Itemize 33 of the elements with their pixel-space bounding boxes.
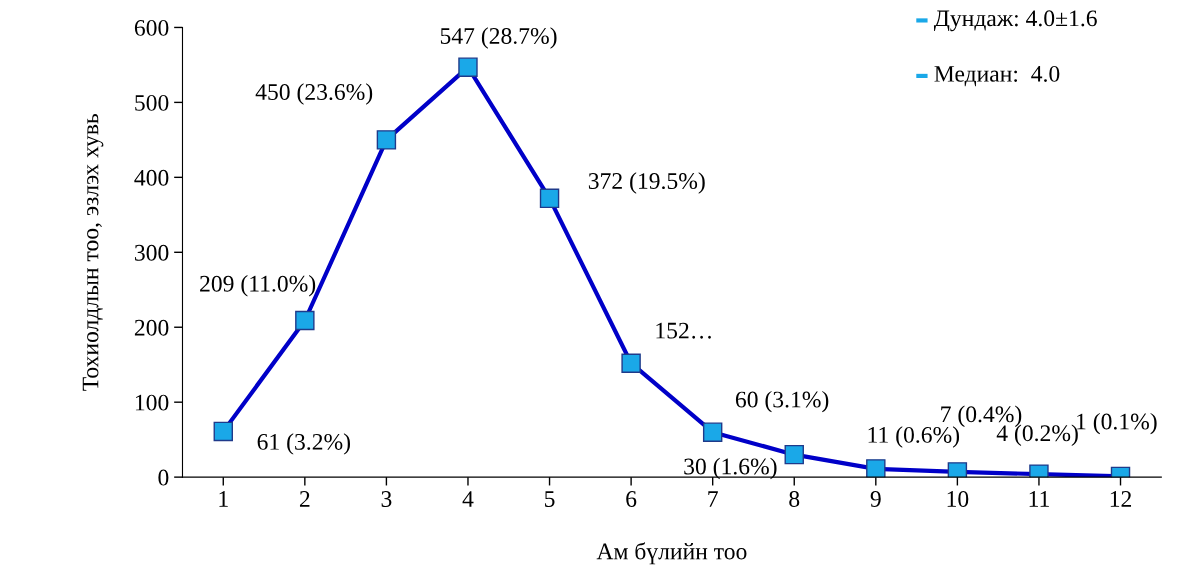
x-tick-label: 1 (219, 491, 228, 507)
x-tick-label: 5 (545, 491, 555, 507)
data-label: 1 (0.1%) (1077, 412, 1157, 435)
x-tick-label: 4 (462, 491, 474, 507)
y-tick-label: 500 (135, 94, 169, 111)
y-tick-label: 0 (158, 469, 169, 486)
annotation: Медиан: 4.0 (934, 65, 1060, 87)
x-tick-label: 7 (708, 491, 718, 507)
data-label: 60 (3.1%) (735, 390, 829, 413)
data-label: 450 (23.6%) (255, 83, 373, 105)
y-tick-label: 200 (134, 319, 169, 336)
x-tick-label: 2 (299, 491, 310, 507)
data-label: 209 (11.0%) (200, 275, 316, 297)
x-tick-label: 8 (789, 491, 800, 507)
x-tick-label: 11 (1029, 491, 1049, 507)
x-tick-label: 10 (947, 491, 969, 507)
x-tick-label: 3 (381, 491, 392, 507)
y-tick-label: 600 (134, 19, 169, 36)
x-tick-label: 9 (870, 491, 881, 507)
y-tick-label: 100 (135, 394, 169, 411)
data-label: 152… (656, 322, 711, 339)
y-tick-label: 300 (135, 244, 169, 261)
x-axis-title: Ам бүлийн тоо (596, 542, 747, 565)
data-label: 30 (1.6%) (684, 457, 777, 480)
y-axis-title: Тохиолдлын тоо, эзлэх хувь (82, 114, 104, 391)
data-label: 61 (3.2%) (257, 433, 350, 455)
data-label: 547 (28.7%) (440, 27, 557, 49)
x-tick-label: 12 (1110, 491, 1132, 507)
annotation: Дундаж: 4.0±1.6 (933, 10, 1097, 32)
data-label: 372 (19.5%) (588, 172, 705, 194)
data-label: 11 (0.6%) (868, 426, 960, 448)
x-tick-label: 6 (626, 491, 637, 507)
y-tick-label: 400 (134, 169, 169, 186)
